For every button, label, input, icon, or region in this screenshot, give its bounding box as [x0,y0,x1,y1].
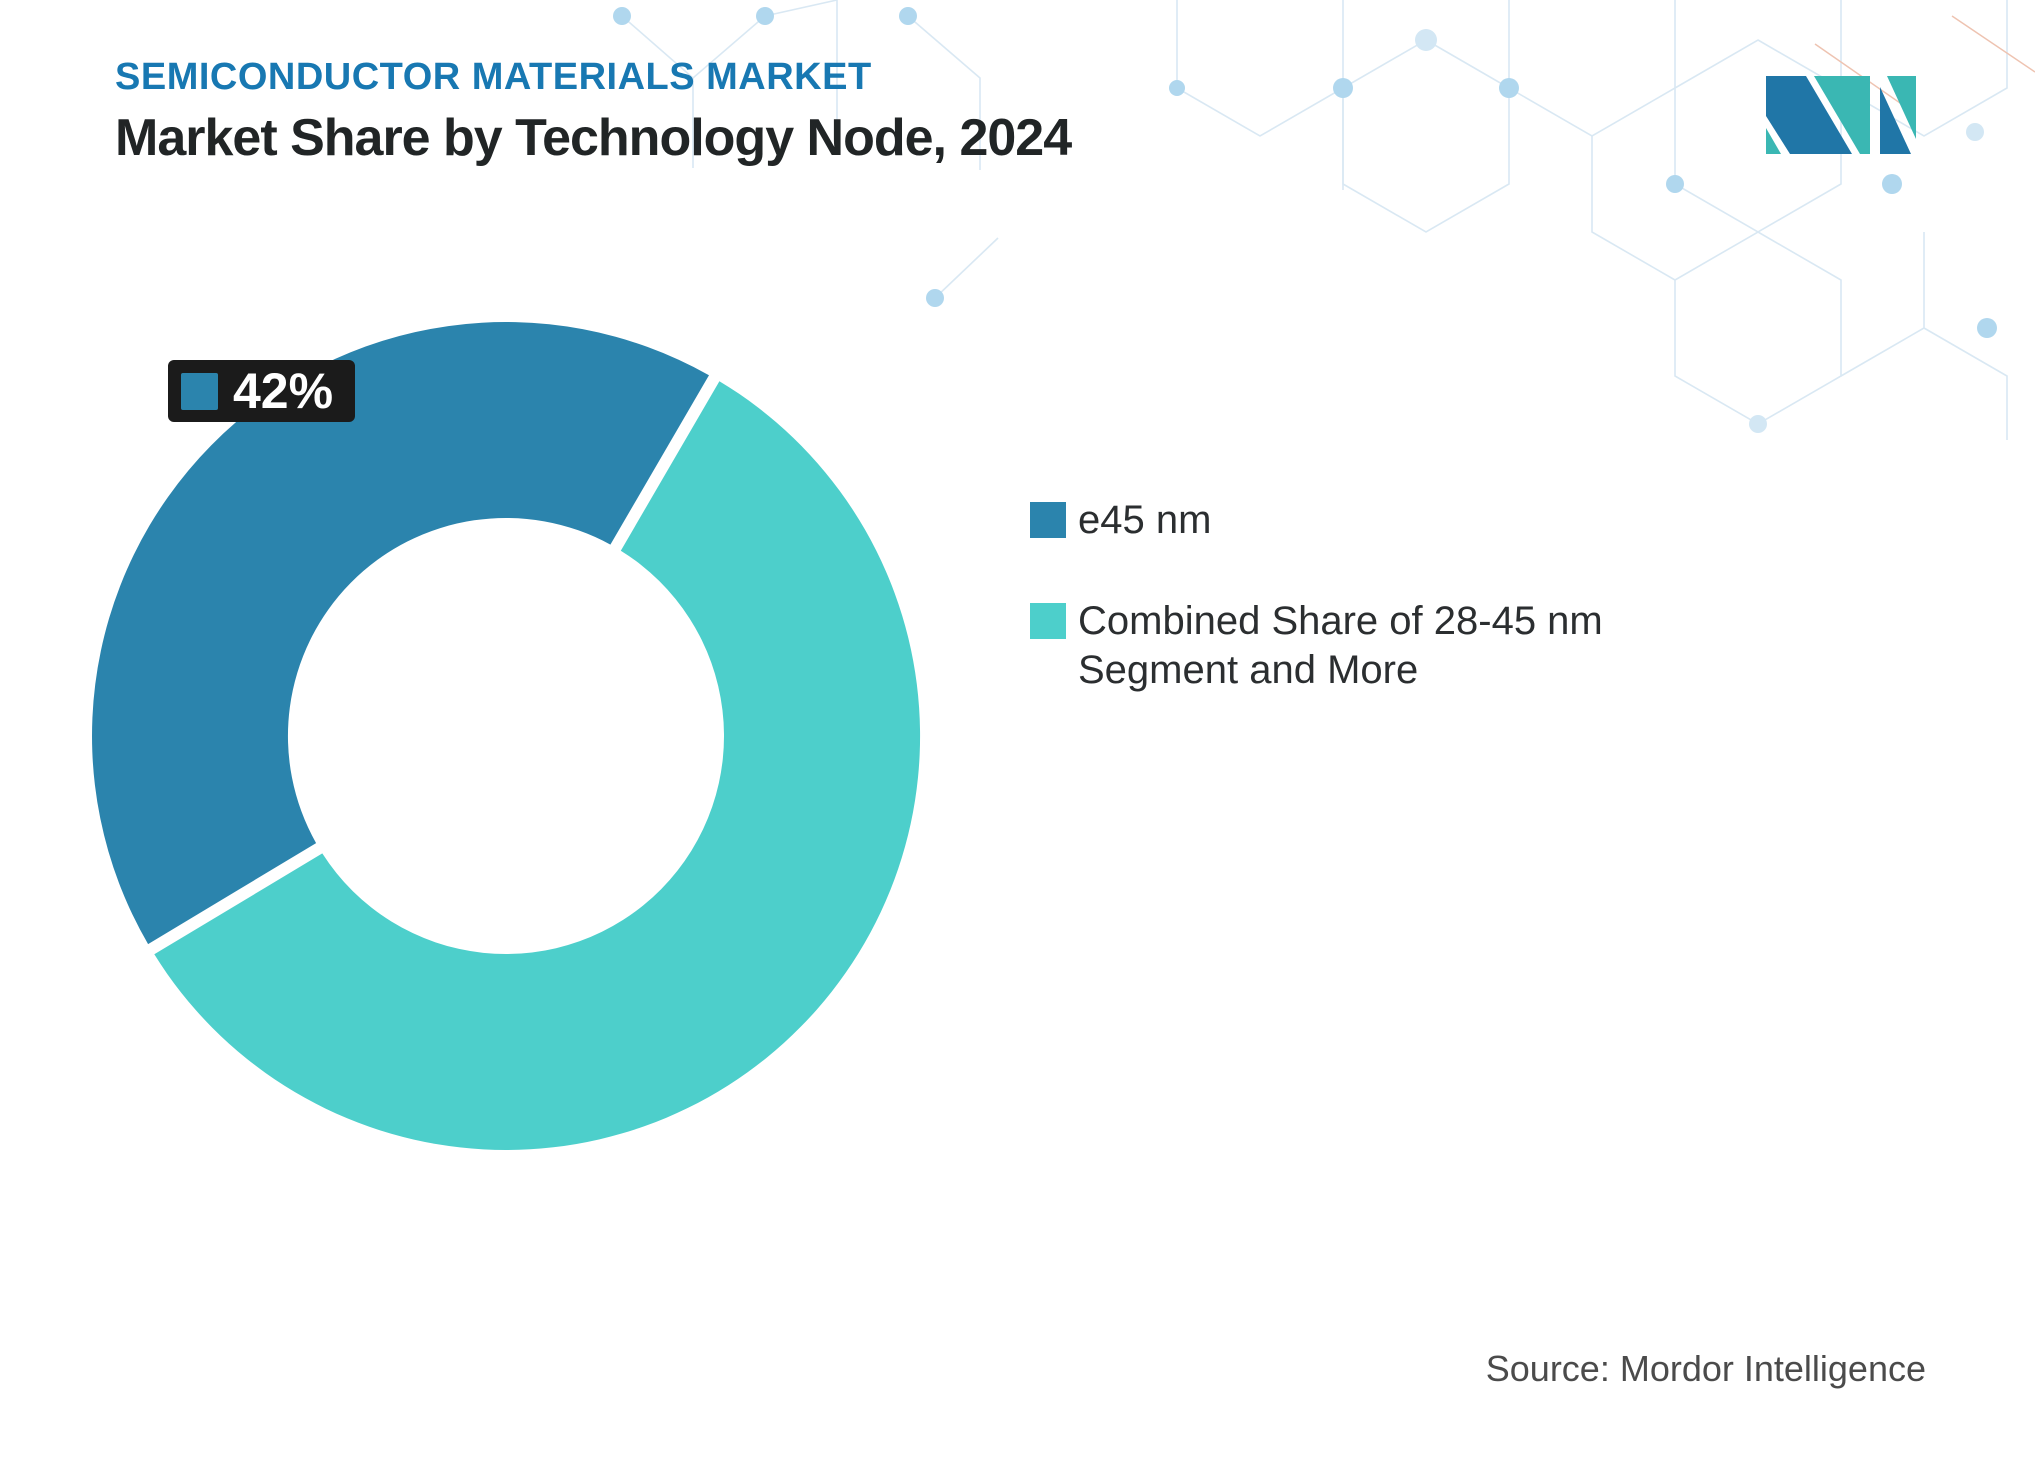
logo-m-teal-corner [1766,128,1781,154]
source-attribution: Source: Mordor Intelligence [1485,1348,1926,1389]
donut-chart [86,316,926,1156]
logo-i-teal-triangle [1887,76,1916,139]
header: SEMICONDUCTOR MATERIALS MARKET Market Sh… [115,56,1072,169]
report-eyebrow: SEMICONDUCTOR MATERIALS MARKET [115,56,872,98]
donut-svg [92,322,921,1151]
legend-label-e45nm: e45 nm [1078,498,1212,542]
mordor-intelligence-logo [1766,76,1916,154]
data-label-value: 42% [233,363,334,419]
logo-m-blue-band [1766,76,1852,154]
page-title: Market Share by Technology Node, 2024 [115,108,1072,167]
data-label-swatch [181,372,218,410]
legend-swatch-e45nm [1030,502,1066,538]
logo-i-blue-triangle [1880,87,1911,154]
legend-label-combined-28-45nm: Combined Share of 28-45 nm Segment and M… [1078,598,1603,692]
donut-segment-e45-nm [92,322,710,945]
legend-item-e45nm: e45 nm [1030,496,1638,545]
legend-item-combined-28-45nm: Combined Share of 28-45 nm Segment and M… [1030,597,1638,695]
logo-m-teal-band [1814,76,1870,154]
donut-segment-combined-share-of-28-45-nm-segment-and-more [154,381,921,1151]
legend-swatch-combined-28-45nm [1030,602,1066,639]
data-label-badge: 42% [168,360,356,422]
chart-legend: e45 nm Combined Share of 28-45 nm Segmen… [1030,496,1638,694]
